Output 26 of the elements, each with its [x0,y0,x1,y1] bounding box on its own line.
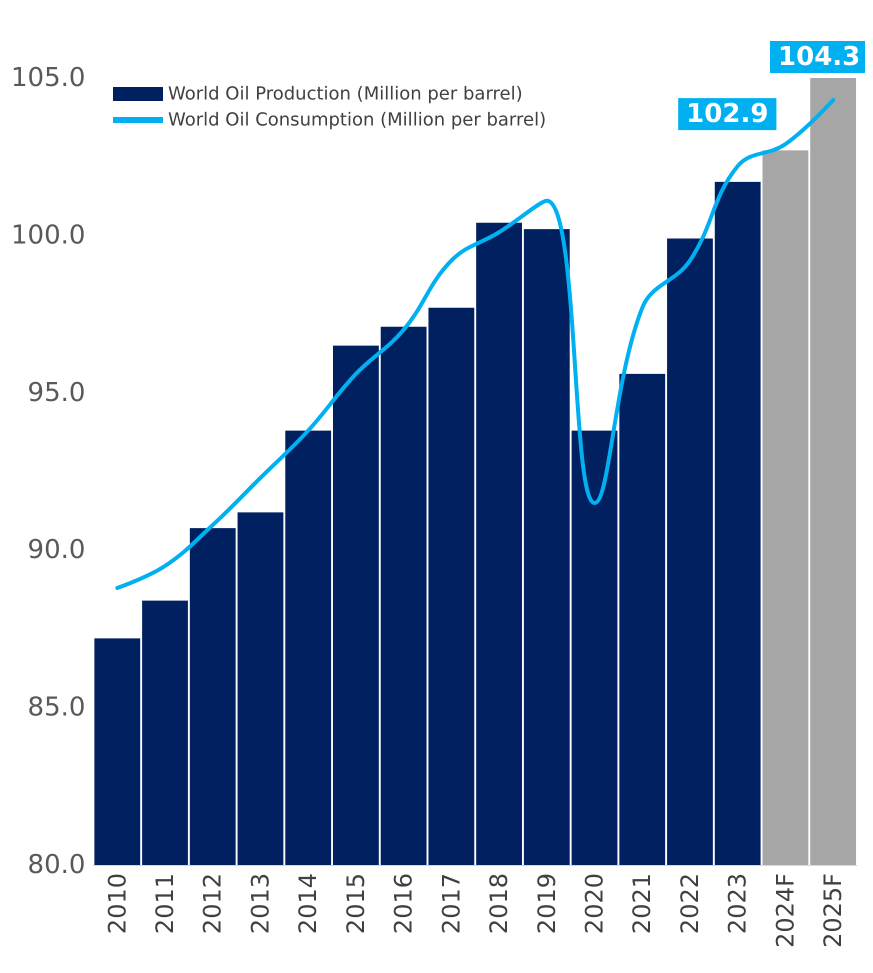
x-tick-label: 2014 [294,873,322,934]
data-label: 102.9 [686,99,768,130]
x-tick-label: 2013 [246,873,274,934]
y-tick-label: 85.0 [28,692,86,723]
x-tick-label: 2019 [532,873,561,934]
y-tick-label: 90.0 [28,535,86,566]
y-tick-label: 95.0 [28,378,86,408]
y-tick-label: 80.0 [28,850,86,880]
x-tick-label: 2016 [390,873,418,934]
legend-label: World Oil Consumption (Million per barrel) [168,110,546,130]
legend-label: World Oil Production (Million per barrel) [168,84,523,104]
x-tick-label: 2025F [819,873,848,948]
y-tick-label: 100.0 [10,220,86,250]
x-tick-label: 2010 [103,873,132,934]
x-tick-label: 2020 [580,873,609,934]
x-tick-label: 2017 [437,873,466,934]
x-tick-label: 2022 [676,873,704,934]
x-tick-label: 2018 [485,873,514,934]
data-label: 104.3 [778,42,860,72]
x-tick-label: 2011 [151,873,180,934]
x-tick-label: 2012 [198,873,227,934]
x-tick-label: 2023 [724,873,752,934]
x-tick-label: 2024F [771,873,800,948]
y-tick-label: 105.0 [10,63,86,93]
x-tick-label: 2015 [342,873,370,934]
x-tick-label: 2021 [628,873,656,934]
